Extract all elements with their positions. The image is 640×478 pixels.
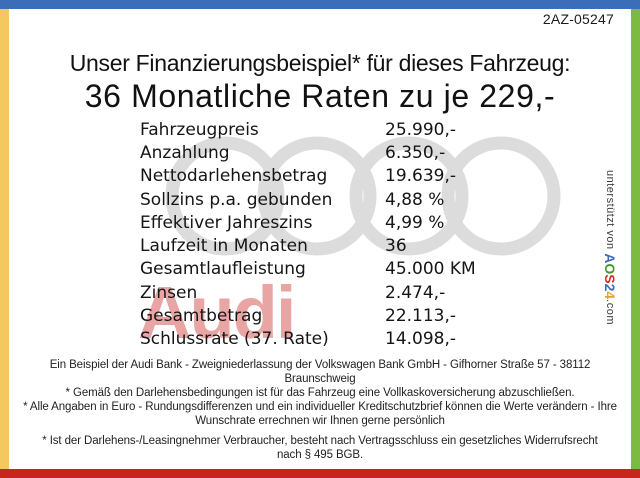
aos24-domain-suffix: .com: [604, 299, 616, 326]
table-row: Nettodarlehensbetrag 19.639,-: [140, 165, 545, 188]
row-label: Effektiver Jahreszins: [140, 212, 313, 233]
row-value: 4,99 %: [385, 212, 445, 233]
row-label: Gesamtlaufleistung: [140, 259, 306, 280]
row-value: 45.000 KM: [385, 259, 476, 280]
row-label: Zinsen: [140, 282, 198, 303]
monthly-rate-headline: 36 Monatliche Raten zu je 229,-: [84, 78, 556, 114]
row-label: Nettodarlehensbetrag: [140, 166, 328, 187]
row-label: Anzahlung: [140, 142, 230, 163]
row-value: 36: [385, 236, 407, 257]
supported-by-label: unterstützt von: [604, 170, 616, 254]
aos24-logo-letter: 4: [602, 291, 618, 300]
footnote-insurance: * Gemäß den Darlehensbedingungen ist für…: [65, 387, 575, 399]
supported-by-strip: unterstützt von AOS24.com: [602, 170, 618, 325]
table-row: Sollzins p.a. gebunden 4,88 %: [140, 188, 545, 211]
aos24-logo-letter: 2: [602, 283, 618, 292]
frame-bar-bottom: [0, 469, 640, 478]
title-block: Unser Finanzierungsbeispiel* für dieses …: [9, 50, 631, 114]
table-row: Laufzeit in Monaten 36: [140, 234, 545, 257]
footnote-withdrawal-right: * Ist der Darlehens-/Leasingnehmer Verbr…: [42, 435, 598, 461]
table-row: Zinsen 2.474,-: [140, 281, 545, 304]
row-value: 25.990,-: [385, 119, 457, 140]
row-value: 22.113,-: [385, 306, 457, 327]
aos24-logo-letter: S: [602, 274, 618, 284]
table-row: Gesamtbetrag 22.113,-: [140, 304, 545, 327]
row-label: Schlussrate (37. Rate): [140, 329, 329, 350]
table-row: Gesamtlaufleistung 45.000 KM: [140, 258, 545, 281]
legal-footnotes: Ein Beispiel der Audi Bank - Zweignieder…: [9, 358, 631, 462]
frame-bar-right: [631, 9, 640, 469]
reference-number: 2AZ-05247: [542, 11, 614, 27]
page-title: Unser Finanzierungsbeispiel* für dieses …: [69, 50, 571, 76]
row-value: 19.639,-: [385, 166, 457, 187]
row-value: 14.098,-: [385, 329, 457, 350]
row-label: Fahrzeugpreis: [140, 119, 259, 140]
row-value: 6.350,-: [385, 142, 446, 163]
aos24-logo-letter: A: [602, 253, 618, 264]
row-label: Gesamtbetrag: [140, 306, 263, 327]
bank-address-line: Ein Beispiel der Audi Bank - Zweignieder…: [49, 359, 591, 385]
table-row: Effektiver Jahreszins 4,99 %: [140, 211, 545, 234]
table-row: Anzahlung 6.350,-: [140, 141, 545, 164]
row-value: 4,88 %: [385, 189, 445, 210]
frame-bar-left: [0, 9, 9, 469]
table-row: Schlussrate (37. Rate) 14.098,-: [140, 328, 545, 351]
finance-table: Fahrzeugpreis 25.990,- Anzahlung 6.350,-…: [140, 118, 545, 351]
frame-bar-top: [0, 0, 640, 9]
row-label: Laufzeit in Monaten: [140, 236, 308, 257]
row-value: 2.474,-: [385, 282, 446, 303]
footnote-euro-values: * Alle Angaben in Euro - Rundungsdiffere…: [23, 401, 617, 427]
table-row: Fahrzeugpreis 25.990,-: [140, 118, 545, 141]
aos24-logo-letter: O: [602, 263, 618, 275]
row-label: Sollzins p.a. gebunden: [140, 189, 333, 210]
